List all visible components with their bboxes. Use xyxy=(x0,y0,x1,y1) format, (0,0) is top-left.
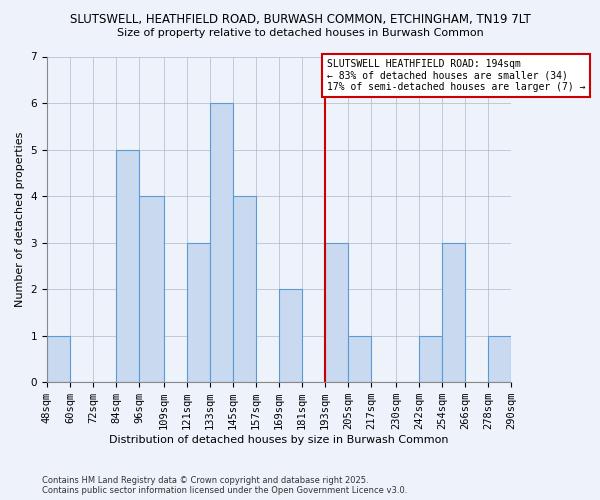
Bar xyxy=(139,196,164,382)
Bar xyxy=(116,150,139,382)
Text: SLUTSWELL HEATHFIELD ROAD: 194sqm
← 83% of detached houses are smaller (34)
17% : SLUTSWELL HEATHFIELD ROAD: 194sqm ← 83% … xyxy=(327,59,586,92)
Bar xyxy=(442,242,465,382)
Text: Size of property relative to detached houses in Burwash Common: Size of property relative to detached ho… xyxy=(116,28,484,38)
Bar xyxy=(233,196,256,382)
Bar xyxy=(348,336,371,382)
Bar xyxy=(47,336,70,382)
Text: Contains HM Land Registry data © Crown copyright and database right 2025.
Contai: Contains HM Land Registry data © Crown c… xyxy=(42,476,407,495)
X-axis label: Distribution of detached houses by size in Burwash Common: Distribution of detached houses by size … xyxy=(109,435,449,445)
Bar xyxy=(488,336,511,382)
Bar xyxy=(419,336,442,382)
Text: SLUTSWELL, HEATHFIELD ROAD, BURWASH COMMON, ETCHINGHAM, TN19 7LT: SLUTSWELL, HEATHFIELD ROAD, BURWASH COMM… xyxy=(70,12,530,26)
Bar xyxy=(187,242,209,382)
Bar xyxy=(210,103,233,382)
Bar xyxy=(325,242,348,382)
Bar xyxy=(279,289,302,382)
Y-axis label: Number of detached properties: Number of detached properties xyxy=(15,132,25,307)
